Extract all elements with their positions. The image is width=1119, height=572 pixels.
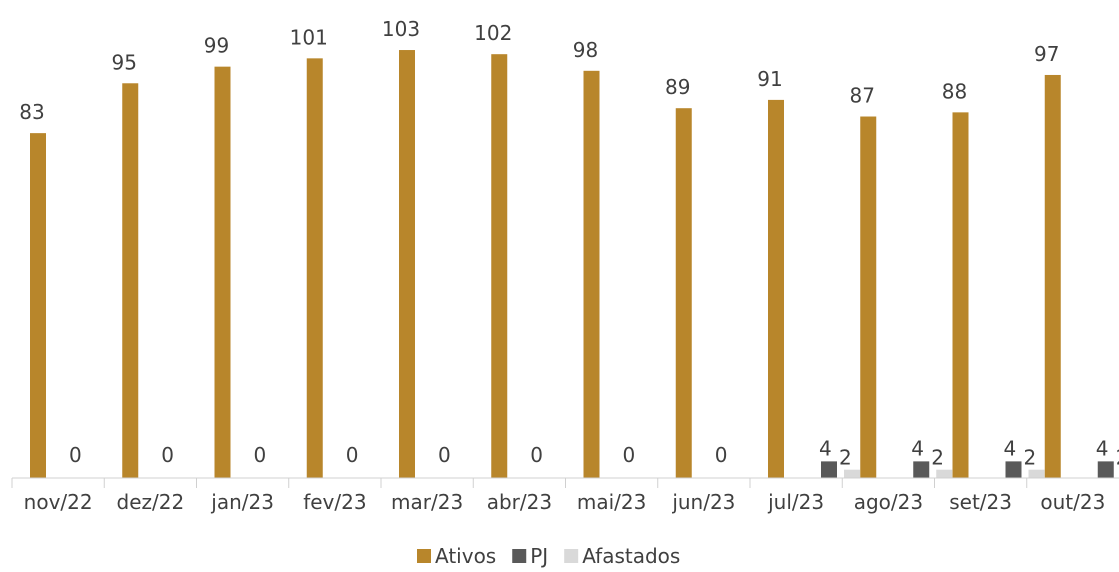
bar-afastados (1028, 469, 1045, 478)
bar-ativos (1044, 74, 1061, 478)
x-tick-label: ago/23 (854, 490, 923, 514)
bar-ativos (214, 66, 231, 478)
x-tick-label: dez/22 (117, 490, 185, 514)
bar-pj (1097, 461, 1114, 478)
data-label-ativos: 103 (382, 17, 420, 41)
bar-pj (821, 461, 837, 478)
data-label-pj: 0 (161, 443, 174, 467)
legend-swatch-pj (512, 549, 527, 563)
bar-pj (913, 461, 930, 478)
data-label-pj: 0 (438, 443, 451, 467)
data-label-afastados: 2 (931, 446, 944, 470)
x-tick-label: jun/23 (671, 490, 735, 514)
data-label-pj: 0 (69, 443, 82, 467)
x-tick-label: jul/23 (767, 490, 824, 514)
x-axis: nov/22 dez/22 jan/23 fev/23 mar/23 abr/23 mai/… (11, 477, 1119, 514)
data-label-ativos: 99 (204, 34, 229, 58)
data-label-pj: 0 (715, 443, 728, 467)
x-tick-label: fev/23 (303, 490, 366, 514)
data-label-ativos: 98 (573, 38, 598, 62)
data-label-pj: 0 (530, 443, 543, 467)
x-tick-label: abr/23 (487, 490, 552, 514)
data-label-pj: 4 (911, 436, 924, 460)
bar-ativos (860, 116, 877, 478)
data-label-pj: 4 (1096, 436, 1109, 460)
data-label-pj: 0 (346, 443, 359, 467)
x-tick-label: mar/23 (391, 490, 463, 514)
bar-ativos (491, 54, 508, 478)
data-label-ativos: 91 (757, 67, 782, 91)
x-tick-label: out/23 (1040, 490, 1105, 514)
data-label-pj: 0 (254, 443, 267, 467)
bar-ativos (768, 99, 784, 479)
x-tick-label: set/23 (949, 490, 1012, 514)
data-label-ativos: 97 (1034, 42, 1059, 66)
legend-label-pj: PJ (530, 544, 548, 568)
bar-ativos (583, 70, 600, 478)
x-tick-label: nov/22 (24, 490, 93, 514)
data-label-ativos: 88 (942, 79, 967, 103)
data-label-pj: 0 (623, 443, 636, 467)
data-label-pj: 4 (819, 436, 832, 460)
data-label-ativos: 102 (474, 21, 512, 45)
bar-ativos (30, 133, 46, 478)
bar-ativos (122, 83, 139, 479)
legend: Ativos PJ Afastados (417, 544, 680, 568)
data-label-ativos: 95 (112, 50, 137, 74)
data-label-ativos: 89 (665, 75, 690, 99)
bar-ativos (952, 112, 969, 479)
bar-afastados (936, 469, 953, 478)
data-label-ativos: 87 (850, 84, 875, 108)
bars-layer (30, 50, 1114, 479)
bar-ativos (675, 108, 692, 478)
data-label-pj: 4 (1004, 436, 1017, 460)
legend-label-ativos: Ativos (435, 544, 496, 568)
data-label-ativos: 101 (290, 25, 328, 49)
x-tick-label: jan/23 (210, 490, 274, 514)
legend-swatch-afastados (564, 549, 579, 563)
bar-pj (1005, 461, 1022, 478)
bar-ativos (306, 58, 323, 478)
data-label-afastados: 2 (1116, 446, 1119, 470)
data-label-ativos: 83 (19, 100, 44, 124)
legend-label-afastados: Afastados (582, 544, 680, 568)
data-label-afastados: 2 (1024, 446, 1037, 470)
bar-ativos (399, 50, 415, 478)
x-tick-label: mai/23 (577, 490, 646, 514)
legend-swatch-ativos (417, 549, 431, 563)
bar-afastados (844, 469, 860, 478)
data-label-afastados: 2 (839, 446, 852, 470)
